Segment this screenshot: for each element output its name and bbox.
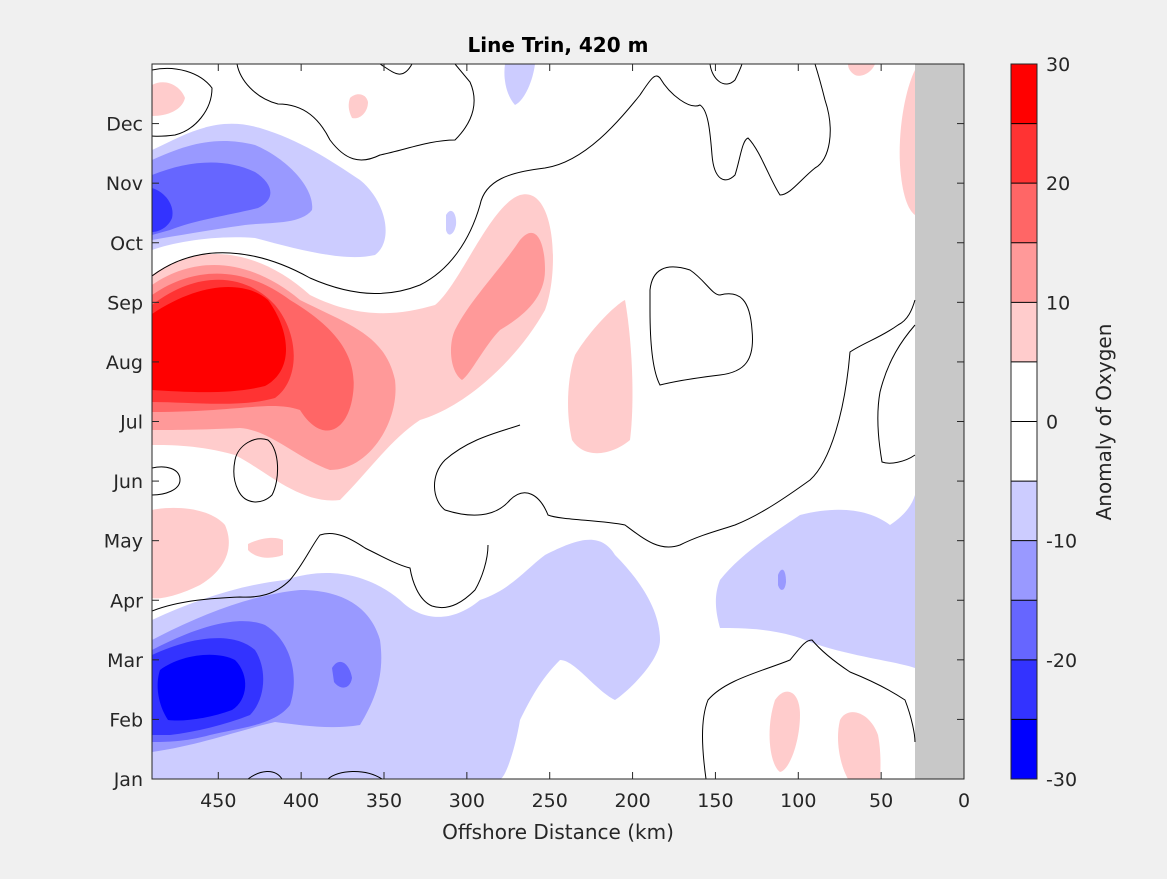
colorbar-swatch [1011,123,1037,184]
contour-patch-pos-10b [450,232,545,380]
x-tick-label: 350 [366,790,402,812]
y-tick-label: Aug [106,352,143,374]
contour-band-neg-25b [157,654,246,721]
y-tick-label: Apr [110,590,143,612]
y-tick-label: Sep [107,292,143,314]
zero-line-4 [379,64,413,75]
colorbar-swatch [1011,540,1037,601]
zero-line-7 [152,466,181,496]
colorbar-swatch [1011,183,1037,243]
zero-line-3 [236,64,475,161]
colorbar-swatch [1011,600,1037,660]
zero-line-14 [702,639,916,779]
colorbar-tick-label: 30 [1046,54,1070,76]
colorbar-tick-label: -20 [1046,650,1077,672]
x-tick-label: 100 [780,790,816,812]
contour-patch-neg-5b [446,210,457,235]
zero-line-8 [233,438,278,503]
contour-band-neg-20a [152,188,173,232]
colorbar-swatch [1011,361,1037,422]
no-data-region [915,64,964,779]
y-axis-ticks: Jan Feb Mar Apr May Jun Jul Aug Sep Oct Nov Dec [104,114,964,791]
chart-title: Line Trin, 420 m [468,33,649,57]
y-tick-label: May [104,531,143,553]
contour-band-pos-25 [152,287,287,393]
zero-line-12 [247,771,283,779]
colorbar-swatch [1011,659,1037,720]
x-tick-label: 50 [869,790,893,812]
colorbar-swatch [1011,242,1037,303]
contour-patch-pos-5h [848,64,875,76]
contour-patch-neg-5c [504,64,535,105]
colorbar-tick-label: 0 [1046,412,1058,434]
contour-patch-pos-5j [769,691,800,772]
zero-contour-lines [152,64,916,779]
zero-line-13 [327,771,383,779]
x-tick-label: 450 [200,790,236,812]
colorbar-swatch [1011,481,1037,541]
y-tick-label: Feb [109,709,143,731]
zero-line-11 [152,533,489,612]
contour-band-neg-15a [152,162,271,235]
contour-fills [152,64,964,779]
x-tick-label: 300 [449,790,485,812]
y-tick-label: Oct [110,233,143,255]
colorbar-swatch [1011,302,1037,362]
contour-patch-neg-15c [332,661,352,688]
colorbar-swatch [1011,719,1037,779]
zero-line-9 [434,299,916,548]
contour-patch-pos-5k [837,712,881,779]
y-tick-label: Jan [113,769,143,791]
contour-patch-pos-5e [248,537,283,558]
colorbar-tick-label: -10 [1046,531,1077,553]
y-tick-label: Dec [106,114,143,136]
zero-line-6 [649,266,754,386]
zero-line-1 [152,64,831,294]
colorbar-swatch [1011,421,1037,482]
contour-band-neg-5e [715,495,915,668]
x-axis-ticks: 450 400 350 300 250 200 150 100 50 0 [200,64,970,812]
colorbar-swatch [1011,64,1037,124]
y-tick-label: Jul [119,412,143,434]
zero-line-10 [877,324,916,464]
contour-patch-pos-5d [152,507,229,599]
contour-patch-pos-5g [348,94,368,119]
contour-patch-pos-5f [152,82,185,116]
contour-patch-neg-10f [778,569,786,590]
colorbar: 30 20 10 0 -10 -20 -30 [1010,54,1077,791]
x-axis-label: Offshore Distance (km) [442,820,674,844]
x-tick-label: 150 [697,790,733,812]
contour-patch-pos-5i [899,70,915,215]
zero-line-2 [152,67,213,137]
y-tick-label: Mar [107,650,143,672]
y-tick-label: Nov [106,173,143,195]
colorbar-tick-label: 10 [1046,292,1070,314]
x-tick-label: 200 [614,790,650,812]
contour-patch-pos-5c [568,300,633,454]
x-tick-label: 400 [283,790,319,812]
colorbar-frame [1010,63,1038,780]
colorbar-tick-label: -30 [1046,769,1077,791]
x-tick-label: 250 [532,790,568,812]
colorbar-tick-label: 20 [1046,173,1070,195]
zero-line-5 [709,64,743,85]
y-tick-label: Jun [112,471,143,493]
x-tick-label: 0 [958,790,970,812]
colorbar-label: Anomaly of Oxygen [1092,324,1116,521]
